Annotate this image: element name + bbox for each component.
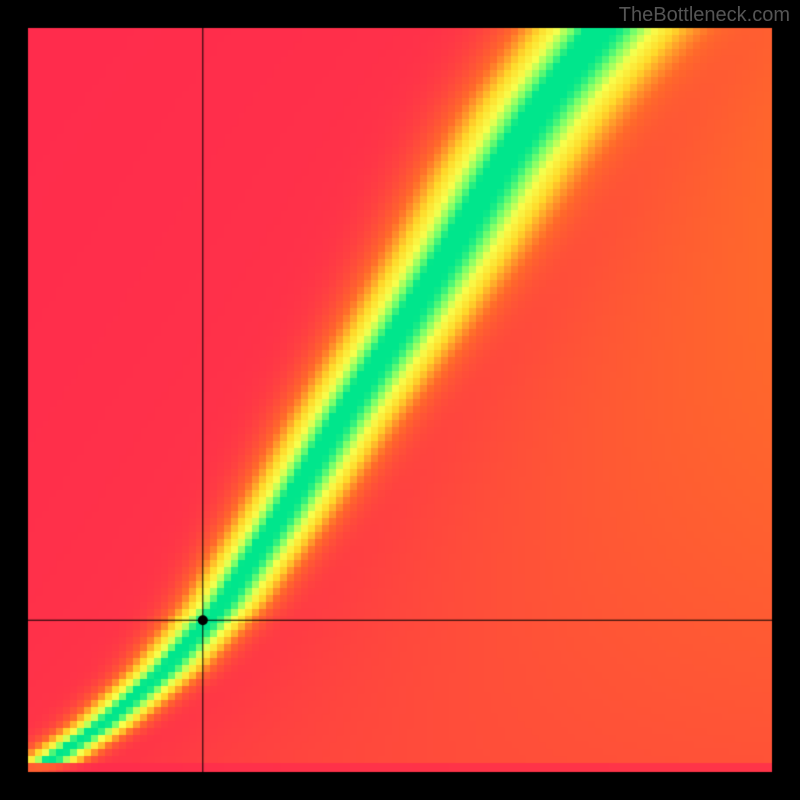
chart-container: TheBottleneck.com (0, 0, 800, 800)
bottleneck-heatmap (0, 0, 800, 800)
watermark-text: TheBottleneck.com (619, 4, 790, 27)
